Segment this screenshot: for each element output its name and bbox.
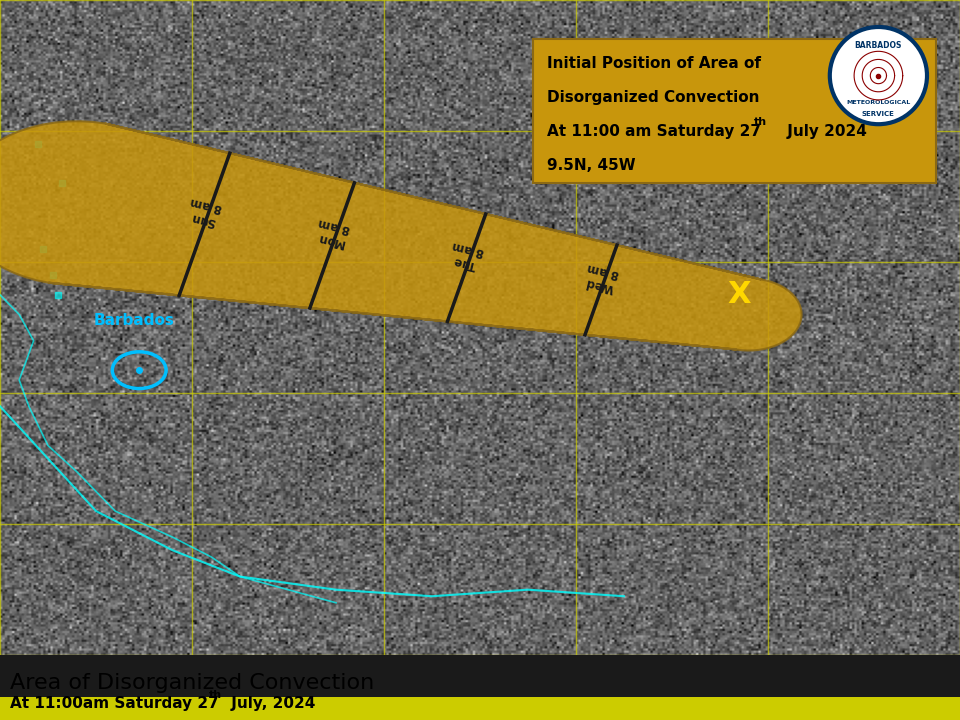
Text: Barbados: Barbados [94, 312, 175, 328]
Text: th: th [209, 690, 223, 701]
Text: SERVICE: SERVICE [862, 112, 895, 117]
Text: July 2024: July 2024 [782, 124, 867, 139]
Text: METEOROLOGICAL: METEOROLOGICAL [847, 100, 910, 105]
Circle shape [829, 27, 927, 124]
Text: Sun
8 am: Sun 8 am [186, 194, 224, 230]
Text: th: th [754, 117, 767, 127]
Text: July, 2024: July, 2024 [226, 696, 315, 711]
Text: Wed
8 am: Wed 8 am [583, 261, 620, 295]
Text: At 11:00am Saturday 27: At 11:00am Saturday 27 [10, 696, 218, 711]
Bar [0, 697, 960, 720]
FancyBboxPatch shape [533, 40, 936, 184]
Text: Tue
8 am: Tue 8 am [448, 238, 486, 273]
Text: At 11:00 am Saturday 27: At 11:00 am Saturday 27 [547, 124, 761, 139]
Text: Initial Position of Area of: Initial Position of Area of [547, 55, 761, 71]
Text: 9.5N, 45W: 9.5N, 45W [547, 158, 636, 173]
Text: Area of Disorganized Convection: Area of Disorganized Convection [10, 673, 373, 693]
Polygon shape [0, 121, 802, 351]
Text: BARBADOS: BARBADOS [854, 41, 902, 50]
Text: Mon
8 am: Mon 8 am [314, 216, 351, 251]
Text: X: X [728, 280, 751, 310]
Text: Disorganized Convection: Disorganized Convection [547, 90, 759, 105]
